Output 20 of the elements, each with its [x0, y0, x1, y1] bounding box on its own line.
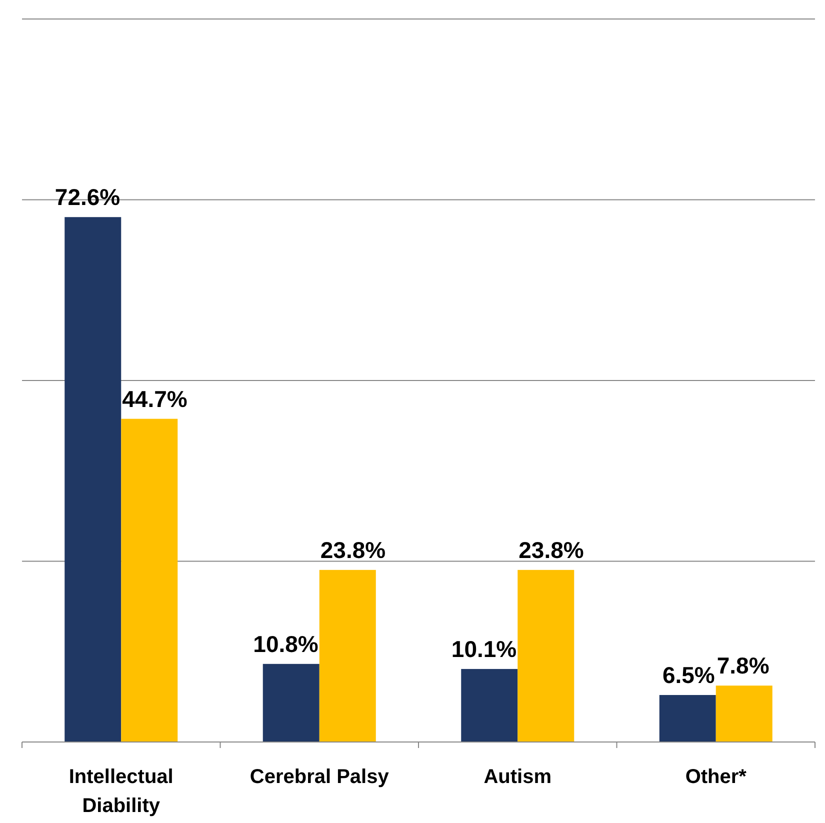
bar: [64, 217, 122, 742]
data-label: 10.8%: [253, 630, 318, 657]
bar: [121, 418, 178, 742]
data-label: 10.1%: [451, 636, 517, 662]
bar: [716, 686, 772, 742]
x-tick-label: Cerebral Palsy: [250, 766, 390, 788]
data-label: 23.8%: [320, 536, 386, 563]
x-tick-label: Other*: [685, 766, 747, 788]
x-tick-label: Autism: [484, 766, 552, 788]
bar: [518, 570, 574, 742]
bar: [319, 570, 376, 742]
data-label: 7.8%: [716, 652, 770, 679]
data-label: 44.7%: [122, 386, 188, 412]
bar: [262, 664, 320, 742]
bar: [461, 668, 518, 742]
bar: [659, 695, 716, 742]
data-label: 23.8%: [518, 536, 584, 563]
data-label: 6.5%: [662, 662, 715, 688]
x-tick-label: Intellectual Diability: [68, 766, 174, 817]
data-label: 72.6%: [54, 184, 120, 210]
